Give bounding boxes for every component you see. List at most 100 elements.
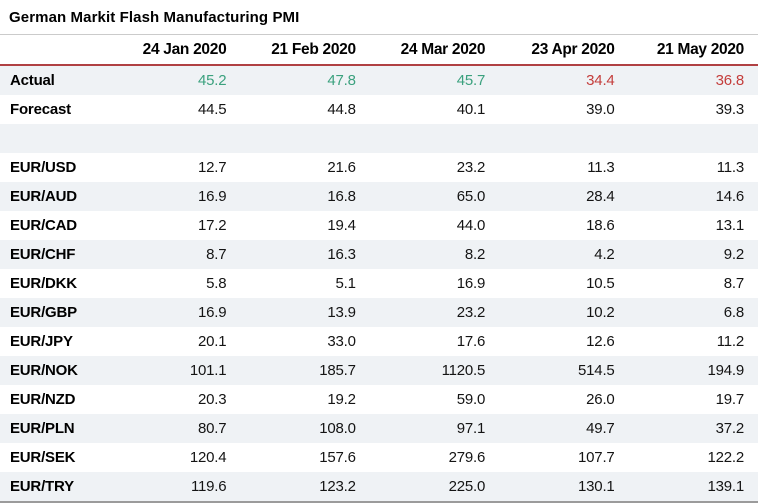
row-label: EUR/USD: [10, 159, 77, 176]
row-label: EUR/AUD: [10, 188, 77, 205]
value-cell: 44.0: [456, 217, 486, 234]
table-row: EUR/SEK 120.4 157.6 279.6 107.7 122.2: [0, 443, 758, 472]
value-cell: 20.1: [197, 333, 227, 350]
value-cell: 514.5: [578, 362, 615, 379]
value-cell: 119.6: [190, 478, 227, 495]
value-cell: 45.2: [197, 72, 227, 89]
value-cell: 194.9: [707, 362, 744, 379]
value-cell: 8.2: [464, 246, 486, 263]
value-cell: 107.7: [578, 449, 615, 466]
value-cell: 6.8: [723, 304, 744, 321]
value-cell: 97.1: [456, 420, 486, 437]
value-cell: 101.1: [189, 362, 227, 379]
table-row: EUR/DKK 5.8 5.1 16.9 10.5 8.7: [0, 269, 758, 298]
table-row: EUR/USD 12.7 21.6 23.2 11.3 11.3: [0, 153, 758, 182]
table-header-row: 24 Jan 2020 21 Feb 2020 24 Mar 2020 23 Apr …: [0, 34, 758, 66]
value-cell: 1120.5: [441, 362, 486, 379]
value-cell: 8.7: [206, 246, 227, 263]
value-cell: 11.3: [587, 159, 615, 176]
value-cell: 19.7: [715, 391, 745, 408]
value-cell: 40.1: [456, 101, 486, 118]
value-cell: [240, 124, 369, 153]
value-cell: 37.2: [715, 420, 745, 437]
row-label: EUR/DKK: [10, 275, 77, 292]
row-label: Actual: [10, 72, 55, 89]
value-cell: [111, 124, 240, 153]
value-cell: 36.8: [715, 72, 745, 89]
row-label: EUR/CHF: [10, 246, 76, 263]
column-header-date: 23 Apr 2020: [499, 34, 629, 66]
value-cell: 17.6: [456, 333, 486, 350]
row-label: EUR/SEK: [10, 449, 76, 466]
value-cell: [370, 124, 499, 153]
value-cell: 23.2: [456, 159, 486, 176]
table-row: EUR/PLN 80.7 108.0 97.1 49.7 37.2: [0, 414, 758, 443]
value-cell: 39.3: [715, 101, 745, 118]
value-cell: 139.1: [707, 478, 744, 495]
value-cell: [629, 124, 758, 153]
value-cell: 16.9: [197, 188, 227, 205]
value-cell: 18.6: [586, 217, 615, 234]
table-header: 24 Jan 2020 21 Feb 2020 24 Mar 2020 23 Apr …: [0, 34, 758, 66]
table-row: EUR/AUD 16.9 16.8 65.0 28.4 14.6: [0, 182, 758, 211]
value-cell: 45.7: [456, 72, 486, 89]
table-row: EUR/TRY 119.6 123.2 225.0 130.1 139.1: [0, 472, 758, 502]
value-cell: 47.8: [327, 72, 356, 89]
value-cell: 225.0: [448, 478, 486, 495]
value-cell: 123.2: [319, 478, 356, 495]
column-header-date: 24 Mar 2020: [369, 34, 500, 66]
value-cell: 44.8: [327, 101, 356, 118]
value-cell: 13.9: [327, 304, 356, 321]
row-label: [0, 124, 111, 153]
row-label: Forecast: [10, 101, 71, 118]
row-label: EUR/NZD: [10, 391, 76, 408]
value-cell: 12.7: [197, 159, 227, 176]
value-cell: 16.9: [456, 275, 486, 292]
value-cell: 5.8: [206, 275, 227, 292]
table-row: EUR/JPY 20.1 33.0 17.6 12.6 11.2: [0, 327, 758, 356]
value-cell: 39.0: [586, 101, 615, 118]
table-row: EUR/GBP 16.9 13.9 23.2 10.2 6.8: [0, 298, 758, 327]
value-cell: 80.7: [197, 420, 227, 437]
corner-cell: [0, 34, 111, 66]
value-cell: 33.0: [327, 333, 356, 350]
value-cell: 10.5: [586, 275, 615, 292]
value-cell: 279.6: [448, 449, 486, 466]
value-cell: 122.2: [707, 449, 744, 466]
value-cell: 10.2: [586, 304, 615, 321]
value-cell: 5.1: [335, 275, 356, 292]
value-cell: 14.6: [715, 188, 745, 205]
value-cell: 44.5: [197, 101, 227, 118]
value-cell: 4.2: [594, 246, 615, 263]
value-cell: 19.2: [327, 391, 356, 408]
value-cell: 49.7: [586, 420, 615, 437]
value-cell: 34.4: [586, 72, 615, 89]
value-cell: [499, 124, 628, 153]
value-cell: 17.2: [197, 217, 227, 234]
page-title: German Markit Flash Manufacturing PMI: [9, 9, 300, 26]
spacer-row: [0, 124, 758, 153]
value-cell: 108.0: [319, 420, 356, 437]
table-row: EUR/CAD 17.2 19.4 44.0 18.6 13.1: [0, 211, 758, 240]
table-row: EUR/CHF 8.7 16.3 8.2 4.2 9.2: [0, 240, 758, 269]
row-label: EUR/CAD: [10, 217, 77, 234]
value-cell: 12.6: [586, 333, 615, 350]
row-label: EUR/TRY: [10, 478, 74, 495]
value-cell: 16.8: [327, 188, 356, 205]
value-cell: 130.1: [578, 478, 615, 495]
table-row: Forecast 44.5 44.8 40.1 39.0 39.3: [0, 95, 758, 124]
pmi-data-table: 24 Jan 2020 21 Feb 2020 24 Mar 2020 23 Apr …: [0, 34, 758, 503]
value-cell: 13.1: [715, 217, 745, 234]
value-cell: 23.2: [456, 304, 486, 321]
row-label: EUR/JPY: [10, 333, 73, 350]
value-cell: 26.0: [586, 391, 615, 408]
value-cell: 157.6: [319, 449, 356, 466]
row-label: EUR/GBP: [10, 304, 77, 321]
value-cell: 16.3: [327, 246, 356, 263]
value-cell: 9.2: [723, 246, 744, 263]
value-cell: 11.2: [716, 333, 744, 350]
value-cell: 8.7: [723, 275, 744, 292]
value-cell: 65.0: [456, 188, 486, 205]
row-label: EUR/NOK: [10, 362, 78, 379]
value-cell: 28.4: [586, 188, 615, 205]
